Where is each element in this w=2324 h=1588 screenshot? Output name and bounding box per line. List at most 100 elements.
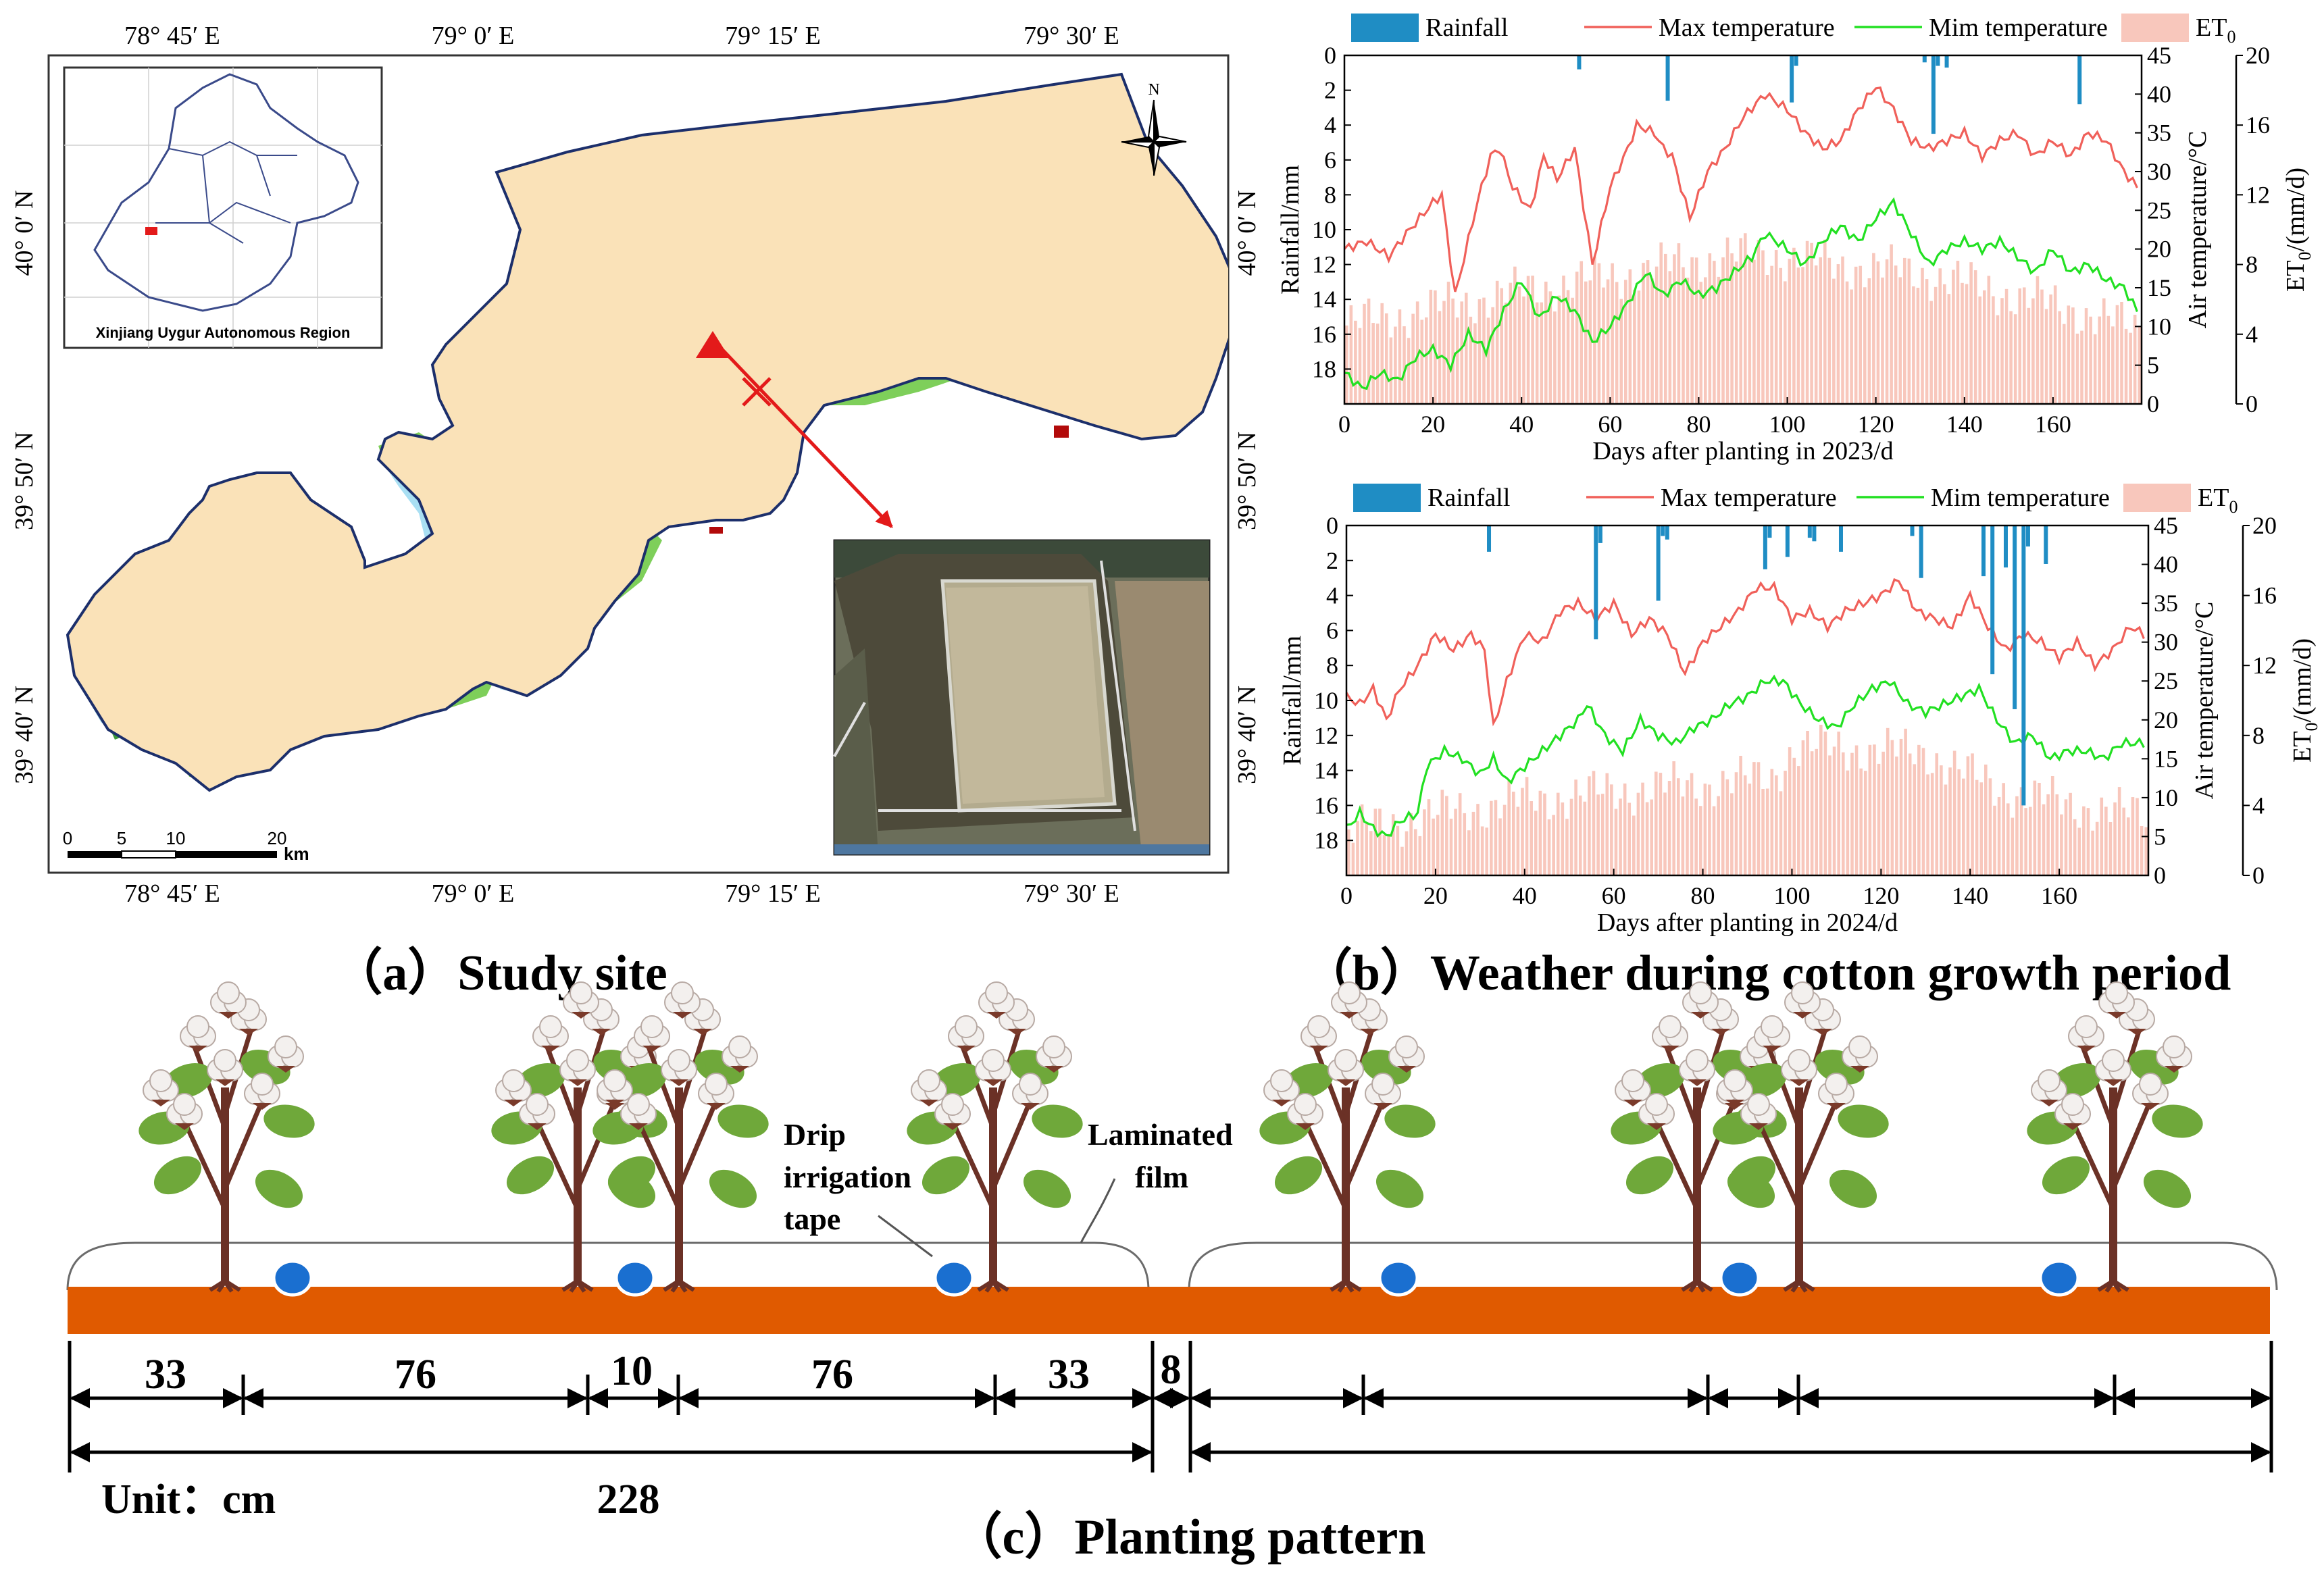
cotton-boll	[244, 1073, 280, 1110]
drip-tape	[272, 1259, 313, 1297]
et0-bar	[1396, 825, 1400, 875]
et0-bar	[1467, 830, 1471, 875]
max-temperature-line	[1343, 86, 2138, 292]
et0-bar	[1596, 794, 1600, 875]
et0-bar	[1502, 804, 1507, 875]
et0-bar	[1841, 256, 1844, 404]
et0-bar	[2140, 825, 2144, 875]
boll-bract	[1813, 1029, 1832, 1035]
boll-lobe	[1294, 1093, 1317, 1116]
et0-bar	[1641, 782, 1644, 875]
boll-lobe	[1686, 1049, 1709, 1072]
et0-bars	[1346, 724, 2148, 875]
cotton-boll	[180, 1015, 216, 1052]
et0-bar	[1730, 793, 1734, 875]
rain-tick-label: 14	[1312, 286, 1336, 313]
et0-bar	[1384, 313, 1388, 404]
et0-bar	[1796, 267, 1800, 404]
boll-bract	[707, 1103, 726, 1110]
cotton-boll	[948, 1015, 984, 1052]
et0-bar	[1668, 271, 1672, 404]
et0-bar	[1432, 818, 1435, 875]
et0-bar	[1615, 282, 1619, 404]
et0-bar	[1486, 317, 1490, 404]
rain-tick-label: 10	[1314, 687, 1338, 714]
et0-bar	[1534, 811, 1538, 875]
et0-bar	[1504, 303, 1508, 404]
boll-bract	[673, 1012, 692, 1019]
et0-bar	[2122, 807, 2126, 875]
plant-leaf	[709, 1169, 757, 1208]
et0-axis-label-sub: 0	[2295, 252, 2315, 261]
boll-bract	[670, 1079, 688, 1086]
legend-label: ET0	[2198, 484, 2238, 517]
plant-leaf	[1625, 1156, 1674, 1195]
et0-bar	[1940, 765, 1943, 875]
et0-bar	[1890, 244, 1893, 404]
rain-tick-label: 6	[1324, 147, 1336, 174]
et0-bar	[1877, 763, 1881, 875]
et0-bar	[1978, 296, 1982, 404]
et0-bar	[1349, 305, 1353, 404]
plant-branches	[636, 1025, 719, 1210]
et0-bar	[1868, 744, 1872, 875]
et0-bar	[1561, 802, 1565, 875]
et0-bar	[2093, 334, 2097, 404]
et0-bar	[1610, 784, 1613, 875]
et0-bar	[1699, 282, 1703, 404]
plant-leaf	[1384, 1104, 1436, 1138]
temp-tick-label: 20	[2154, 707, 2178, 734]
et0-bar	[1427, 799, 1431, 875]
et0-bar	[2033, 780, 2037, 875]
et0-bar	[2044, 309, 2048, 404]
et0-bar	[1904, 728, 1907, 875]
et0-bar	[1650, 799, 1654, 875]
boll-lobe	[213, 1049, 236, 1072]
et0-bar	[1708, 784, 1711, 875]
et0-axis-label-main: ET	[2288, 732, 2317, 763]
et0-bar	[1712, 806, 1716, 875]
et0-bar	[2009, 311, 2013, 404]
et0-bar	[2019, 787, 2023, 875]
planting-pattern: Drip irrigation tape Laminated film	[66, 981, 2278, 1522]
boll-bract	[528, 1123, 547, 1130]
et0-bar	[1823, 239, 1827, 404]
et0-bar	[1881, 277, 1884, 404]
boll-bract	[2040, 1100, 2058, 1106]
legend-label: Mim temperature	[1931, 484, 2110, 512]
et0-bar	[1562, 276, 1565, 404]
cotton-boll	[495, 1069, 532, 1106]
cotton-boll	[1740, 1093, 1777, 1130]
et0-bar	[2031, 298, 2035, 404]
et0-bar	[1659, 242, 1663, 404]
boll-lobe	[1019, 1073, 1042, 1096]
et0-bar	[1965, 284, 1969, 404]
plant-leaf	[2042, 1156, 2090, 1195]
boll-bract	[2127, 1029, 2146, 1035]
et0-bar	[1569, 798, 1573, 875]
boll-lobe	[1788, 1049, 1811, 1072]
boll-lobe	[1761, 1015, 1784, 1038]
et0-bar	[1446, 282, 1450, 404]
et0-bar	[1407, 338, 1411, 404]
plant-leaf	[2143, 1169, 2192, 1208]
temp-tick-label: 25	[2154, 667, 2178, 694]
boll-bract	[1044, 1066, 1063, 1073]
cotton-boll	[698, 1073, 734, 1110]
et0-bar	[1434, 290, 1437, 404]
plot-frame	[1343, 54, 2143, 405]
boll-lobe	[2163, 1035, 2186, 1058]
et0-bar	[1942, 284, 1946, 404]
et0-bar	[1962, 778, 1965, 875]
temp-tick-label: 30	[2147, 158, 2171, 185]
et0-bar	[1832, 278, 1836, 404]
plant-branches	[1654, 1025, 1737, 1210]
boll-bract	[1647, 1123, 1666, 1130]
scale-number: 10	[166, 828, 186, 848]
plant-branches	[1303, 1025, 1386, 1210]
et0-bar	[1394, 326, 1397, 404]
boll-bract	[919, 1100, 938, 1106]
boll-bract	[504, 1100, 523, 1106]
et0-bar	[1934, 286, 1938, 404]
drip-tapes	[272, 1259, 2080, 1297]
